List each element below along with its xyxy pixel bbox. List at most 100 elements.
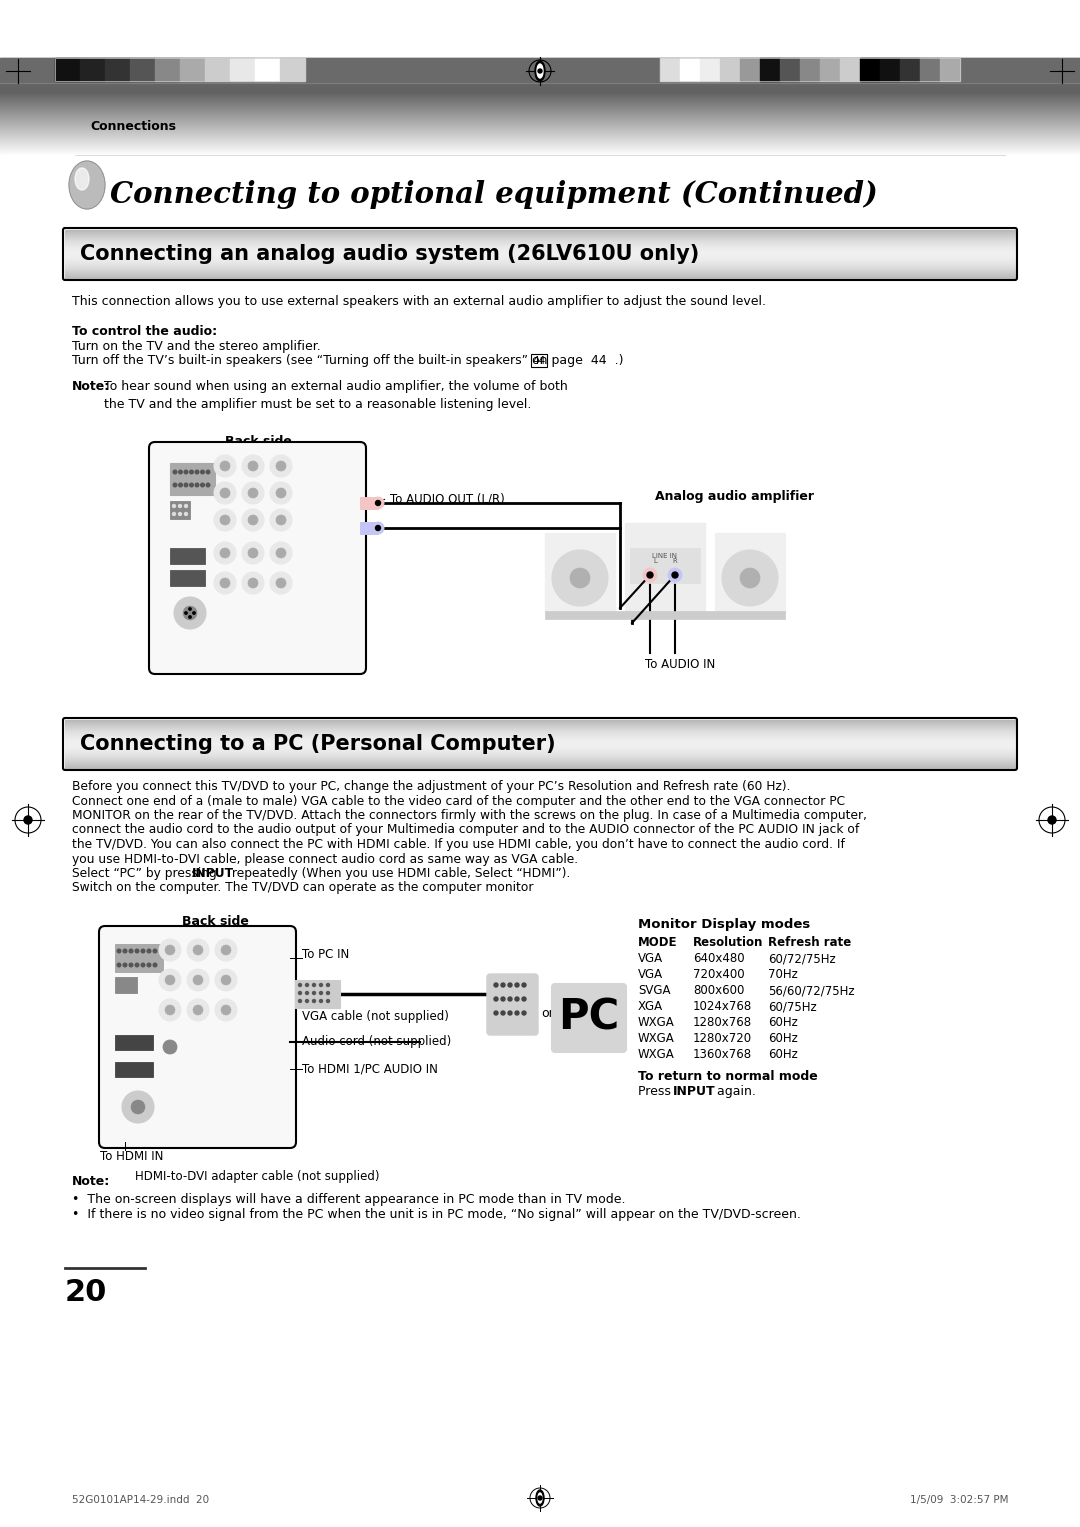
Circle shape (185, 513, 188, 516)
Circle shape (220, 515, 230, 525)
Text: 60Hz: 60Hz (768, 1015, 798, 1029)
Bar (0, 0, 1080, 58)
Circle shape (306, 983, 309, 986)
Bar (900, 58, 920, 81)
Circle shape (494, 1011, 498, 1015)
Text: 1/5/09  3:02:57 PM: 1/5/09 3:02:57 PM (909, 1495, 1008, 1506)
Circle shape (173, 483, 177, 487)
FancyBboxPatch shape (99, 925, 296, 1148)
Circle shape (723, 550, 778, 606)
Circle shape (206, 470, 210, 473)
Bar (680, 58, 700, 81)
Circle shape (173, 513, 175, 516)
Circle shape (242, 483, 264, 504)
Circle shape (248, 548, 258, 557)
Bar (660, 58, 680, 81)
Circle shape (189, 608, 191, 611)
Circle shape (494, 997, 498, 1002)
Text: Back side: Back side (181, 915, 248, 928)
Circle shape (320, 1000, 323, 1003)
Circle shape (221, 1005, 231, 1015)
Circle shape (508, 983, 512, 986)
Circle shape (270, 508, 292, 531)
Circle shape (220, 579, 230, 588)
FancyBboxPatch shape (487, 974, 538, 1035)
Bar (230, 58, 255, 81)
Circle shape (242, 455, 264, 476)
Circle shape (178, 513, 181, 516)
Circle shape (135, 950, 139, 953)
Circle shape (537, 69, 543, 73)
FancyBboxPatch shape (552, 983, 626, 1052)
Bar (0, 156, 1080, 1527)
Text: repeatedly (When you use HDMI cable, Select “HDMI”).: repeatedly (When you use HDMI cable, Sel… (228, 867, 570, 880)
Circle shape (242, 573, 264, 594)
Circle shape (276, 489, 286, 498)
Circle shape (193, 612, 195, 614)
Circle shape (190, 483, 193, 487)
Circle shape (522, 997, 526, 1002)
Text: •  If there is no video signal from the PC when the unit is in PC mode, “No sign: • If there is no video signal from the P… (72, 1208, 801, 1222)
Bar (531, 354, 546, 366)
Circle shape (248, 515, 258, 525)
Circle shape (187, 970, 210, 991)
Circle shape (276, 461, 286, 470)
Circle shape (174, 597, 206, 629)
Bar (170, 570, 205, 586)
Circle shape (298, 983, 301, 986)
Circle shape (320, 983, 323, 986)
Circle shape (508, 1011, 512, 1015)
Circle shape (215, 970, 237, 991)
Text: Press: Press (638, 1086, 675, 1098)
Text: HDMI-to-DVI adapter cable (not supplied): HDMI-to-DVI adapter cable (not supplied) (135, 1170, 379, 1183)
Circle shape (276, 548, 286, 557)
Circle shape (173, 504, 175, 507)
Text: XGA: XGA (638, 1000, 663, 1012)
Bar (0, 58, 1080, 82)
Circle shape (193, 945, 203, 954)
Circle shape (501, 997, 505, 1002)
Circle shape (501, 1011, 505, 1015)
Bar (205, 58, 230, 81)
Ellipse shape (535, 61, 545, 81)
Text: WXGA: WXGA (638, 1048, 675, 1061)
Text: VGA cable (not supplied): VGA cable (not supplied) (302, 1009, 449, 1023)
Text: To hear sound when using an external audio amplifier, the volume of both
the TV : To hear sound when using an external aud… (104, 380, 568, 411)
Circle shape (306, 1000, 309, 1003)
Circle shape (248, 579, 258, 588)
Circle shape (185, 483, 188, 487)
Text: This connection allows you to use external speakers with an external audio ampli: This connection allows you to use extern… (72, 295, 766, 308)
Bar (625, 524, 705, 612)
Circle shape (326, 983, 329, 986)
Text: Refresh rate: Refresh rate (768, 936, 851, 948)
Circle shape (537, 1495, 543, 1501)
Bar (80, 58, 105, 81)
Circle shape (372, 522, 384, 534)
Circle shape (494, 983, 498, 986)
Circle shape (221, 945, 231, 954)
Circle shape (173, 470, 177, 473)
Circle shape (376, 525, 380, 530)
Text: PC: PC (558, 997, 620, 1038)
Bar (170, 463, 215, 495)
Ellipse shape (538, 1493, 542, 1503)
Text: Connecting to optional equipment (Continued): Connecting to optional equipment (Contin… (110, 180, 878, 209)
Circle shape (214, 542, 237, 563)
Circle shape (220, 461, 230, 470)
Circle shape (270, 483, 292, 504)
Text: •  The on-screen displays will have a different appearance in PC mode than in TV: • The on-screen displays will have a dif… (72, 1193, 625, 1206)
Bar (760, 58, 780, 81)
Text: Audio cord (not supplied): Audio cord (not supplied) (302, 1035, 451, 1048)
Circle shape (515, 1011, 519, 1015)
Circle shape (165, 1005, 175, 1015)
Circle shape (122, 1090, 154, 1122)
Text: To AUDIO IN: To AUDIO IN (645, 658, 715, 670)
Circle shape (201, 483, 204, 487)
Text: Note:: Note: (72, 380, 110, 392)
Circle shape (270, 542, 292, 563)
Circle shape (220, 548, 230, 557)
Circle shape (276, 515, 286, 525)
Circle shape (141, 964, 145, 967)
Circle shape (206, 483, 210, 487)
Text: again.: again. (713, 1086, 756, 1098)
